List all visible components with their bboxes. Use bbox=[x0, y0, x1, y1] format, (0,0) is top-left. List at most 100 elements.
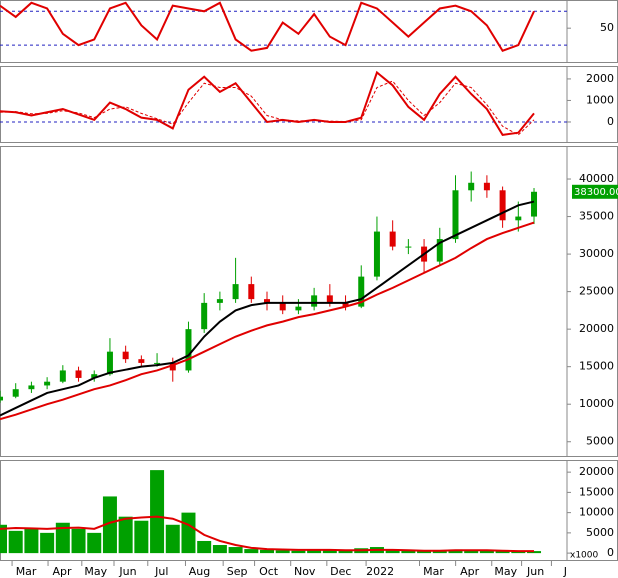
panel bbox=[0, 66, 618, 143]
bar bbox=[479, 550, 494, 554]
candle-body bbox=[122, 351, 129, 360]
bar bbox=[0, 524, 7, 554]
candle-body bbox=[106, 351, 113, 375]
bar bbox=[244, 549, 259, 554]
y-tick-label: 5000 bbox=[586, 526, 614, 539]
x-tick-label: Jun bbox=[526, 565, 544, 578]
last-price-label: 38300.00 bbox=[574, 187, 618, 198]
x-tick-label: Sep bbox=[227, 565, 248, 578]
x-tick-label: May bbox=[84, 565, 107, 578]
candle-body bbox=[515, 216, 522, 221]
y-tick-label: 10000 bbox=[579, 397, 614, 410]
candle-body bbox=[185, 329, 192, 371]
bar bbox=[307, 549, 322, 554]
candle-body bbox=[373, 231, 380, 277]
candle-body bbox=[12, 389, 19, 397]
candle-body bbox=[405, 246, 412, 248]
candle-body bbox=[91, 374, 98, 378]
bar bbox=[8, 530, 23, 554]
candle-body bbox=[75, 370, 82, 378]
bar bbox=[432, 550, 447, 554]
candle-body bbox=[232, 284, 239, 300]
candle-body bbox=[295, 306, 302, 311]
bar bbox=[448, 549, 463, 554]
candle-body bbox=[0, 396, 3, 401]
y-tick-label: 30000 bbox=[579, 247, 614, 260]
y-tick-label: 0 bbox=[607, 115, 614, 128]
x-tick-label: Apr bbox=[53, 565, 73, 578]
bar bbox=[102, 496, 117, 554]
candle-body bbox=[154, 362, 161, 364]
bar bbox=[212, 545, 227, 554]
bar bbox=[495, 551, 510, 554]
line bbox=[0, 515, 535, 553]
bar bbox=[322, 550, 337, 554]
y-tick-label: 15000 bbox=[579, 485, 614, 498]
candle-body bbox=[389, 231, 396, 247]
bar bbox=[55, 522, 70, 554]
y-tick-label: 20000 bbox=[579, 465, 614, 478]
x-tick-label: Mar bbox=[16, 565, 37, 578]
x-tick-label: 2022 bbox=[366, 565, 394, 578]
x-tick-label: Dec bbox=[330, 565, 351, 578]
bar bbox=[338, 550, 353, 554]
y-tick-label: 5000 bbox=[586, 435, 614, 448]
candle-body bbox=[264, 299, 271, 303]
candle-body bbox=[201, 302, 208, 330]
candle-body bbox=[216, 299, 223, 303]
candle-body bbox=[169, 362, 176, 371]
x-tick-label: Jul bbox=[154, 565, 168, 578]
y-tick-label: 20000 bbox=[579, 322, 614, 335]
candle-body bbox=[452, 190, 459, 240]
bar bbox=[150, 470, 165, 554]
y-tick-label: 2000 bbox=[586, 72, 614, 85]
panel bbox=[0, 146, 618, 457]
x-tick-label: Mar bbox=[423, 565, 444, 578]
x-tick-label: Nov bbox=[294, 565, 316, 578]
candle-body bbox=[59, 370, 66, 382]
candle-body bbox=[483, 182, 490, 191]
candle-body bbox=[311, 295, 318, 307]
y-tick-label: 10000 bbox=[579, 506, 614, 519]
y-tick-label: 50 bbox=[600, 21, 614, 34]
line bbox=[0, 221, 535, 421]
bar bbox=[24, 528, 39, 554]
candle-body bbox=[138, 359, 145, 363]
line bbox=[0, 200, 535, 417]
candle-body bbox=[326, 295, 333, 303]
bar bbox=[165, 524, 180, 554]
x-tick-label: Jun bbox=[118, 565, 136, 578]
bar bbox=[197, 540, 212, 554]
bar bbox=[134, 520, 149, 554]
bar bbox=[511, 551, 526, 554]
candle-body bbox=[44, 381, 51, 386]
bar bbox=[260, 549, 275, 554]
bar bbox=[40, 532, 55, 554]
y-tick-label: 40000 bbox=[579, 172, 614, 185]
bar bbox=[228, 547, 243, 554]
bar bbox=[385, 549, 400, 554]
candle-body bbox=[342, 302, 349, 307]
candle-body bbox=[499, 190, 506, 221]
y-tick-label: 35000 bbox=[579, 210, 614, 223]
y-tick-label: 0 bbox=[607, 546, 614, 559]
x-tick-label: Aug bbox=[189, 565, 210, 578]
bar bbox=[417, 551, 432, 554]
x-tick-label: Oct bbox=[259, 565, 279, 578]
bar bbox=[71, 528, 86, 554]
candle-body bbox=[436, 239, 443, 262]
bar bbox=[275, 550, 290, 554]
bar bbox=[527, 551, 542, 554]
x-tick-label: J bbox=[563, 565, 567, 578]
bar bbox=[464, 549, 479, 554]
candle-body bbox=[28, 385, 35, 390]
candle-body bbox=[248, 284, 255, 300]
candle-body bbox=[531, 191, 538, 217]
bar bbox=[291, 550, 306, 554]
bar bbox=[118, 516, 133, 554]
y-tick-label: 15000 bbox=[579, 360, 614, 373]
bar bbox=[87, 532, 102, 554]
line bbox=[0, 70, 535, 136]
x-tick-label: May bbox=[494, 565, 517, 578]
